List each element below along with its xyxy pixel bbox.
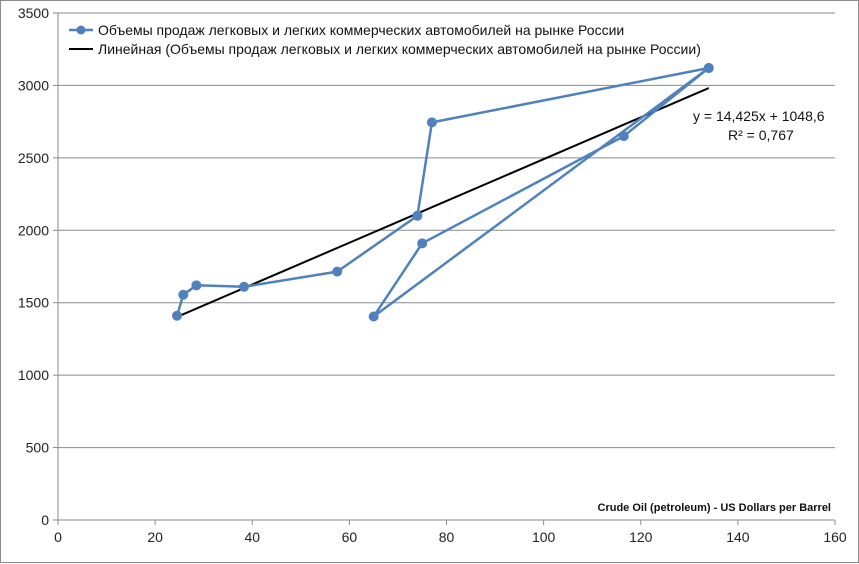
axes: 0 500 1000 1500 2000 2500 3000 3500 0 20 40 60 80 100… (18, 5, 847, 545)
trendline-annotation: y = 14,425x + 1048,6 R² = 0,767 (693, 108, 825, 143)
y-tick-label-0: 0 (41, 512, 49, 528)
data-point-5 (412, 210, 423, 221)
x-tick-label-160: 160 (823, 529, 847, 545)
data-point-10 (368, 311, 379, 322)
y-tick-label-2000: 2000 (18, 222, 49, 238)
x-tick-label-120: 120 (629, 529, 653, 545)
series-layer (171, 63, 714, 322)
y-tick-label-2500: 2500 (18, 150, 49, 166)
legend-marker-series (76, 25, 86, 35)
x-tick-label-100: 100 (532, 529, 556, 545)
series-line-0 (175, 66, 710, 318)
gridlines (58, 12, 835, 449)
y-tick-label-1500: 1500 (18, 295, 49, 311)
x-axis-title: Crude Oil (petroleum) - US Dollars per B… (598, 502, 832, 514)
data-point-9 (417, 238, 428, 249)
y-tick-label-3500: 3500 (18, 5, 49, 21)
data-point-2 (191, 280, 202, 291)
x-tick-label-0: 0 (54, 529, 62, 545)
x-tick-label-60: 60 (342, 529, 358, 545)
legend-label-series: Объемы продаж легковых и легких коммерче… (98, 22, 624, 38)
data-point-6 (426, 117, 437, 128)
y-tick-label-1000: 1000 (18, 367, 49, 383)
x-tick-label-80: 80 (439, 529, 455, 545)
legend: Объемы продаж легковых и легких коммерче… (69, 22, 701, 57)
trendline-r-squared: R² = 0,767 (728, 127, 794, 143)
y-tick-label-3000: 3000 (18, 77, 49, 93)
y-tick-label-500: 500 (26, 440, 50, 456)
data-point-0 (171, 310, 182, 321)
x-tick-label-20: 20 (147, 529, 163, 545)
legend-label-trendline: Линейная (Объемы продаж легковых и легки… (98, 41, 701, 57)
trendline-layer (176, 87, 710, 318)
data-point-1 (178, 289, 189, 300)
data-point-4 (332, 266, 343, 277)
trendline (176, 87, 710, 318)
data-point-3 (238, 281, 249, 292)
x-tick-label-140: 140 (726, 529, 750, 545)
data-point-11 (703, 63, 714, 74)
x-tick-label-40: 40 (244, 529, 260, 545)
trendline-equation: y = 14,425x + 1048,6 (693, 108, 825, 124)
data-point-8 (618, 131, 629, 142)
